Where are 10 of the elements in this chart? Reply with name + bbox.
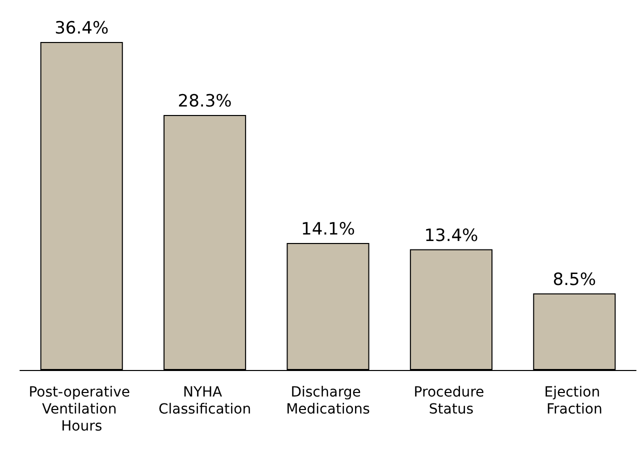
data-label: 13.4% [424,226,478,246]
x-tick-label: Post-operative Ventilation Hours [28,384,134,434]
x-tick-label: Procedure Status [414,384,489,418]
data-label: 28.3% [178,91,232,112]
data-label: 36.4% [54,18,109,38]
x-tick-label: Discharge Medications [286,384,370,418]
data-label: 8.5% [552,270,596,290]
x-tick-label: NYHA Classification [158,384,252,418]
x-tick-label: Ejection Fraction [544,384,605,418]
data-label: 14.1% [300,219,356,240]
